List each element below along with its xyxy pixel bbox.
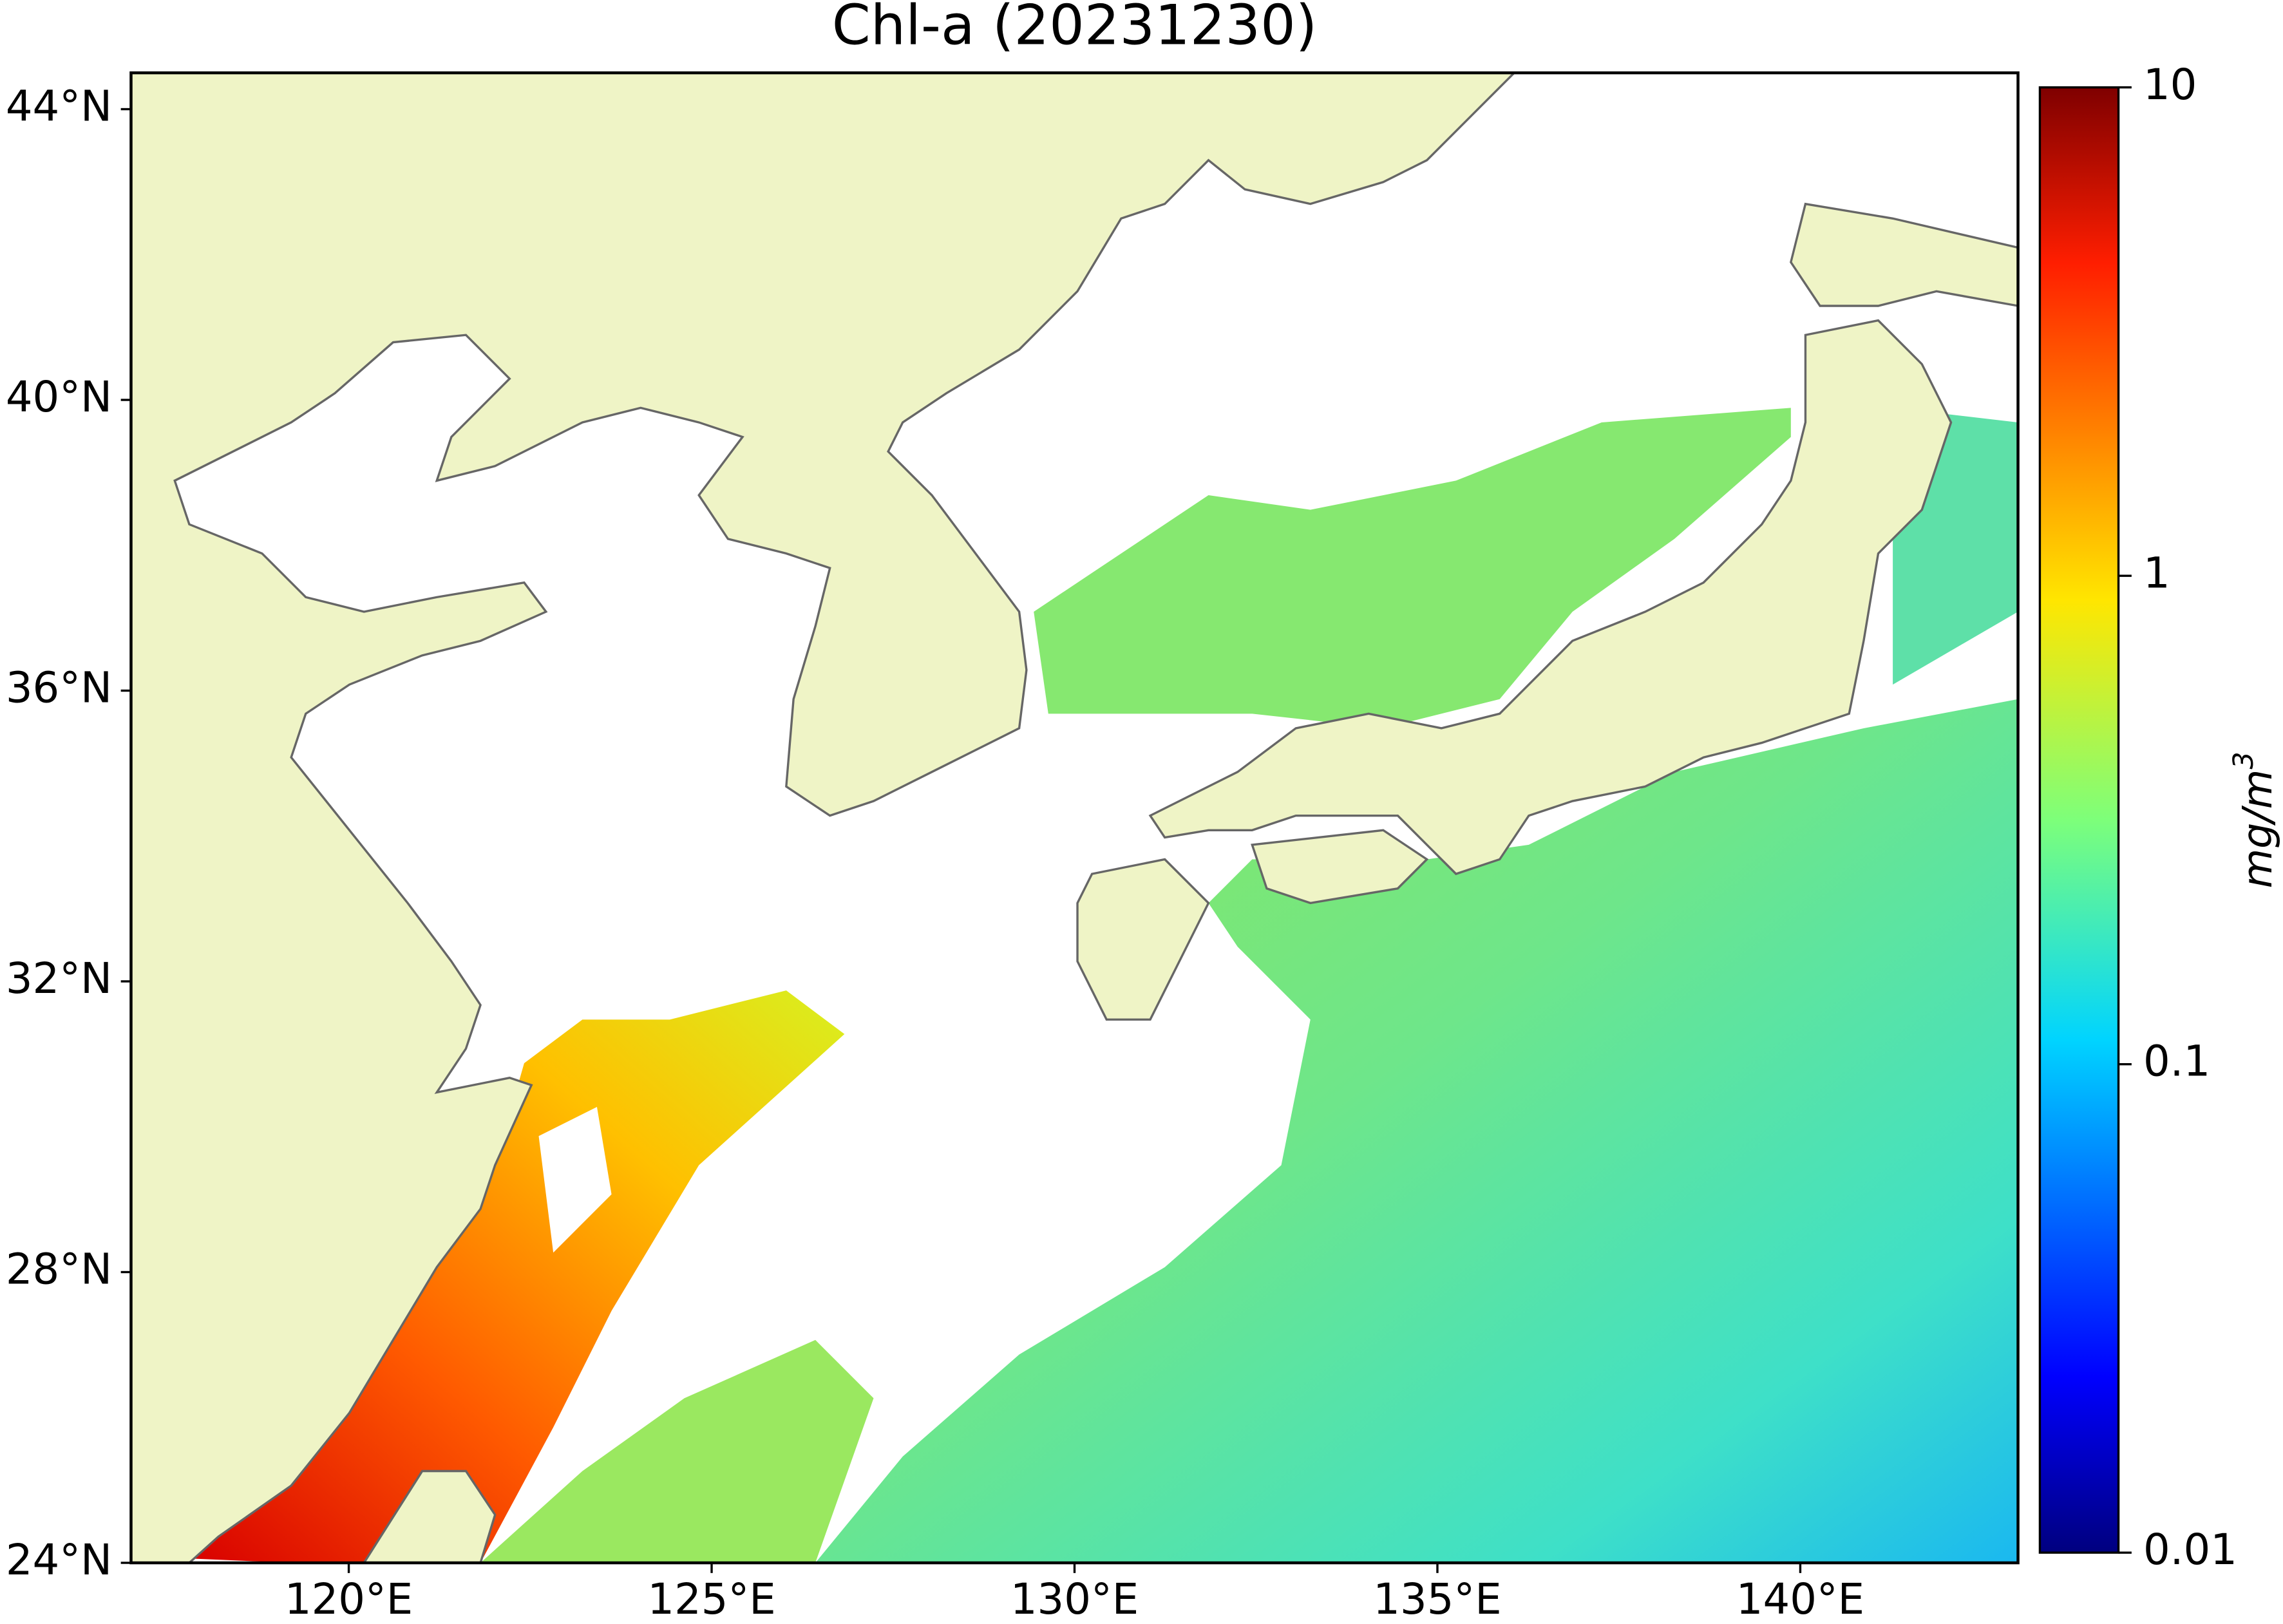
y-tick-label: 24°N (6, 1536, 112, 1585)
land-taiwan (363, 1469, 497, 1563)
map-title: Chl-a (20231230) (832, 0, 1317, 58)
chl-east-china-sea (189, 990, 845, 1563)
land-honshu (1148, 319, 1953, 876)
land-asia (131, 73, 1516, 1563)
x-tick-label: 125°E (647, 1575, 775, 1624)
map-area (131, 73, 2018, 1563)
colorbar (2038, 86, 2120, 1554)
y-tick-label: 28°N (6, 1245, 112, 1294)
land-hokkaido (1790, 202, 2018, 307)
colorbar-tick-label: 10 (2143, 61, 2197, 109)
y-tick-label: 36°N (6, 664, 112, 713)
land-kyushu (1076, 858, 1210, 1021)
colorbar-label-superscript: 3 (2228, 751, 2260, 769)
x-tick-label: 135°E (1373, 1575, 1501, 1624)
land-shikoku (1251, 829, 1429, 905)
chl-open-ocean (815, 699, 2018, 1563)
chl-japan-sea (1034, 408, 1791, 728)
chl-ryukyu (480, 1339, 874, 1563)
colorbar-tick-label: 1 (2143, 549, 2170, 598)
y-tick-label: 44°N (6, 82, 112, 131)
colorbar-tick-label: 0.1 (2143, 1037, 2210, 1086)
y-tick-label: 32°N (6, 954, 112, 1003)
cloud-gap (538, 1107, 612, 1253)
colorbar-tick-label: 0.01 (2143, 1525, 2237, 1574)
x-tick-label: 120°E (285, 1575, 413, 1624)
y-tick-label: 40°N (6, 373, 112, 422)
x-tick-label: 140°E (1736, 1575, 1864, 1624)
x-tick-label: 130°E (1010, 1575, 1139, 1624)
colorbar-label-text: mg/m (2233, 770, 2280, 889)
colorbar-label: mg/m3 (2228, 751, 2281, 888)
